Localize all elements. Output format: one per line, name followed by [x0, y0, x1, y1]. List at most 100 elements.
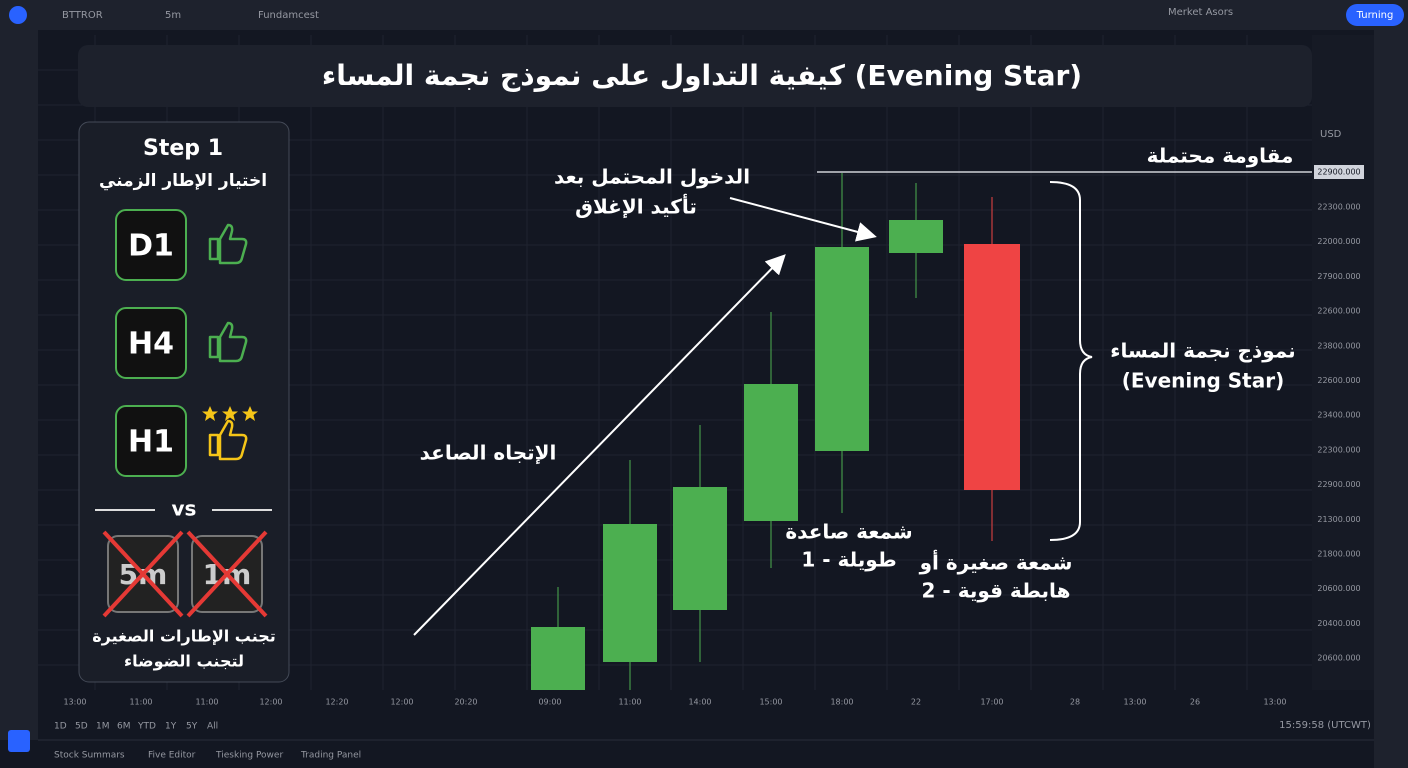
highlight-label: 22900.000 — [1317, 168, 1360, 177]
entry-label: الدخول المحتمل بعد — [554, 165, 750, 189]
price-label: 22900.000 — [1317, 480, 1360, 489]
price-label: 22000.000 — [1317, 237, 1360, 246]
note: لتجنب الضوضاء — [124, 652, 244, 671]
candle2-label: شمعة صغيرة أو — [919, 549, 1073, 575]
time-label: 18:00 — [830, 698, 853, 707]
time-label: 13:00 — [1123, 698, 1146, 707]
price-label: 22600.000 — [1317, 376, 1360, 385]
price-highlight — [1314, 165, 1364, 179]
bottom-tab[interactable]: Tiesking Power — [215, 751, 283, 761]
price-label: 22300.000 — [1317, 203, 1360, 212]
time-label: 11:00 — [129, 698, 152, 707]
star-button[interactable] — [8, 730, 30, 752]
time-label: 22 — [911, 698, 921, 707]
time-label: 09:00 — [538, 698, 561, 707]
thumb-icon — [208, 419, 248, 461]
right-toolbar — [1374, 30, 1408, 768]
symbol[interactable]: BTTROR — [62, 10, 103, 21]
timeframe-label: H4 — [128, 327, 174, 362]
pattern-label: نموذج نجمة المساء — [1110, 339, 1295, 363]
price-label: 23400.000 — [1317, 411, 1360, 420]
candle — [673, 487, 727, 610]
candle — [964, 244, 1020, 490]
range-button[interactable]: 6M — [117, 722, 131, 732]
time-label: 17:00 — [980, 698, 1003, 707]
time-label: 12:00 — [259, 698, 282, 707]
time-label: 11:00 — [618, 698, 641, 707]
candle — [531, 627, 585, 690]
top-bar — [0, 0, 1408, 30]
candle2-label: هابطة قوية - 2 — [922, 579, 1071, 603]
title: كيفية التداول على نموذج نجمة المساء (Eve… — [322, 59, 1082, 93]
range-button[interactable]: All — [207, 722, 218, 732]
star-icon — [222, 406, 238, 421]
range-button[interactable]: 5Y — [186, 722, 198, 732]
time-label: 28 — [1070, 698, 1080, 707]
candle — [815, 247, 869, 451]
currency[interactable]: USD — [1320, 129, 1342, 140]
thumb-icon — [208, 321, 248, 363]
range-button[interactable]: YTD — [137, 722, 156, 732]
price-label: 22300.000 — [1317, 445, 1360, 454]
time-label: 13:00 — [1263, 698, 1286, 707]
candle — [744, 384, 798, 521]
time-label: 11:00 — [195, 698, 218, 707]
resistance-label: مقاومة محتملة — [1147, 144, 1294, 168]
left-toolbar — [0, 30, 38, 740]
candle — [603, 524, 657, 662]
timeframe-label: D1 — [128, 229, 174, 264]
vs: vs — [172, 497, 197, 521]
account[interactable]: Merket Asors — [1168, 7, 1233, 18]
entry-arrow — [729, 197, 877, 242]
price-label: 27900.000 — [1317, 272, 1360, 281]
bottom-tab[interactable]: Five Editor — [148, 751, 196, 761]
cross — [186, 530, 268, 618]
step-heading: Step 1 — [143, 136, 223, 161]
pattern-label: (Evening Star) — [1122, 369, 1284, 393]
timeframes: D1H4H15m1m — [102, 209, 268, 618]
time-label: 12:00 — [390, 698, 413, 707]
timeframe-box — [115, 405, 187, 477]
candle1-label: شمعة صاعدة — [785, 520, 912, 544]
entry-label: تأكيد الإغلاق — [575, 193, 697, 219]
step-subtitle: اختيار الإطار الزمني — [99, 171, 267, 191]
range-button[interactable]: 1D — [54, 722, 67, 732]
trend-label: الإتجاه الصاعد — [420, 441, 557, 465]
bracket — [1049, 181, 1093, 541]
bottom-tab[interactable]: Stock Summars — [54, 751, 125, 761]
indicators[interactable]: Fundamcest — [258, 10, 319, 21]
logo[interactable] — [9, 6, 27, 24]
trend-arrow — [413, 254, 786, 636]
star-icon — [202, 406, 218, 421]
timeframe-box — [115, 209, 187, 281]
button-label: Turning — [1356, 10, 1394, 21]
note: تجنب الإطارات الصغيرة — [92, 627, 276, 646]
range-bar — [38, 712, 1374, 740]
time-label: 12:20 — [325, 698, 348, 707]
price-label: 20400.000 — [1317, 619, 1360, 628]
interval[interactable]: 5m — [165, 10, 181, 21]
price-label: 23800.000 — [1317, 341, 1360, 350]
price-label: 20600.000 — [1317, 584, 1360, 593]
cross — [102, 530, 184, 618]
time-label: 15:00 — [759, 698, 782, 707]
price-label: 21800.000 — [1317, 550, 1360, 559]
price-label: 20600.000 — [1317, 654, 1360, 663]
range-button[interactable]: 1Y — [165, 722, 177, 732]
timeframe-box — [115, 307, 187, 379]
range-button[interactable]: 5D — [75, 722, 88, 732]
time-label: 26 — [1190, 698, 1200, 707]
candle1-label: طويلة - 1 — [801, 548, 896, 572]
price-label: 21300.000 — [1317, 515, 1360, 524]
timeframe-label: H1 — [128, 425, 174, 460]
price-axis — [1312, 35, 1374, 690]
clock: 15:59:58 (UTCWT) — [1279, 720, 1371, 731]
publish-button[interactable] — [1346, 4, 1404, 26]
time-label: 13:00 — [63, 698, 86, 707]
range-button[interactable]: 1M — [96, 722, 110, 732]
time-label: 14:00 — [688, 698, 711, 707]
price-label: 22600.000 — [1317, 307, 1360, 316]
bottom-tab[interactable]: Trading Panel — [300, 751, 361, 761]
star-icon — [242, 406, 258, 421]
